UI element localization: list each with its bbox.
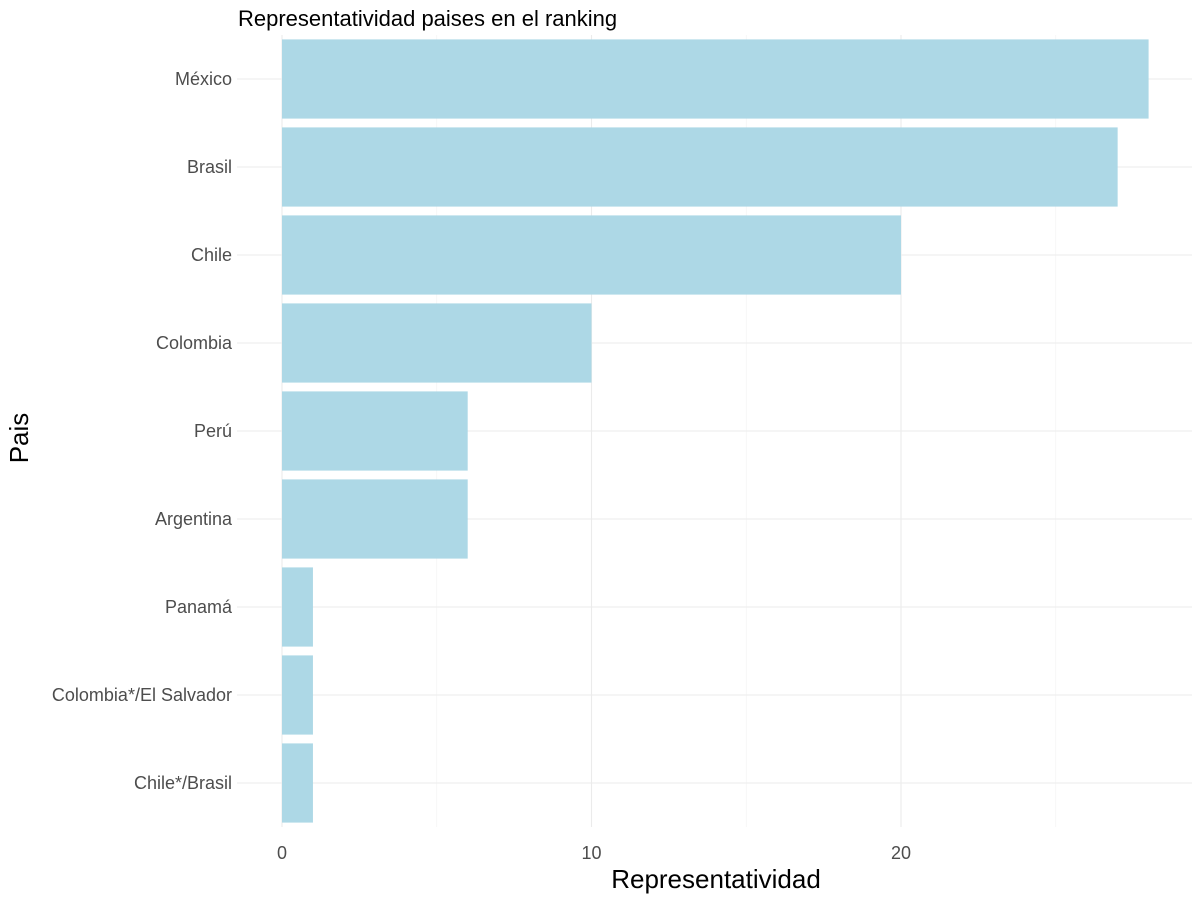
y-tick-label: Perú: [194, 421, 232, 441]
x-tick-label: 20: [891, 843, 911, 863]
bar: [282, 479, 468, 559]
y-tick-label: Argentina: [155, 509, 233, 529]
bar: [282, 39, 1149, 119]
y-tick-label: Panamá: [165, 597, 233, 617]
y-tick-labels: México Brasil Chile Colombia Perú Argentina Pa…: [52, 69, 233, 793]
bar: [282, 655, 313, 735]
bars: [282, 39, 1149, 823]
bar: [282, 215, 901, 295]
bar: [282, 127, 1118, 207]
y-tick-label: Colombia*/El Salvador: [52, 685, 232, 705]
y-tick-label: Brasil: [187, 157, 232, 177]
y-tick-label: México: [175, 69, 232, 89]
x-axis-title: Representatividad: [611, 864, 821, 894]
bar: [282, 303, 592, 383]
y-tick-label: Chile*/Brasil: [134, 773, 232, 793]
bar: [282, 743, 313, 823]
y-tick-label: Colombia: [156, 333, 233, 353]
x-tick-label: 0: [277, 843, 287, 863]
bar: [282, 391, 468, 471]
y-axis-title: Pais: [4, 413, 34, 464]
y-tick-label: Chile: [191, 245, 232, 265]
x-tick-label: 10: [581, 843, 601, 863]
bar: [282, 567, 313, 647]
chart-title: Representatividad paises en el ranking: [238, 6, 617, 31]
x-tick-labels: 0 10 20: [277, 843, 911, 863]
